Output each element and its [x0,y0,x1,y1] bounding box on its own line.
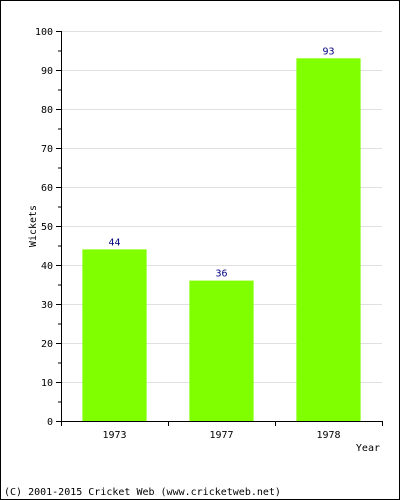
y-tick-label: 10 [41,378,53,389]
bar [296,58,361,422]
y-tick-label: 0 [47,417,53,428]
x-tick-label: 1978 [316,430,340,441]
y-tick-label: 90 [41,66,53,77]
y-tick-label: 70 [41,144,53,155]
x-axis-title: Year [356,443,380,454]
x-tick-label: 1977 [209,430,233,441]
y-tick-label: 20 [41,339,53,350]
y-tick-label: 60 [41,183,53,194]
bar [189,280,254,421]
data-label: 93 [322,46,334,57]
bar [82,249,147,421]
y-axis-title: Wickets [28,205,39,247]
axes [56,31,383,426]
y-tick-label: 30 [41,300,53,311]
bars [82,58,361,422]
y-tick-label: 80 [41,105,53,116]
bar-chart: 0 10 20 30 40 50 60 70 80 90 100 44 1973 36 1977 93 1978… [28,27,383,454]
labels: 0 10 20 30 40 50 60 70 80 90 100 44 1973 36 1977 93 1978 [35,27,341,441]
data-label: 36 [215,269,227,280]
y-tick-label: 40 [41,261,53,272]
y-tick-label: 100 [35,27,53,38]
x-tick-label: 1973 [102,430,126,441]
data-label: 44 [108,237,120,248]
copyright-footer: (C) 2001-2015 Cricket Web (www.cricketwe… [4,487,281,498]
y-tick-label: 50 [41,222,53,233]
